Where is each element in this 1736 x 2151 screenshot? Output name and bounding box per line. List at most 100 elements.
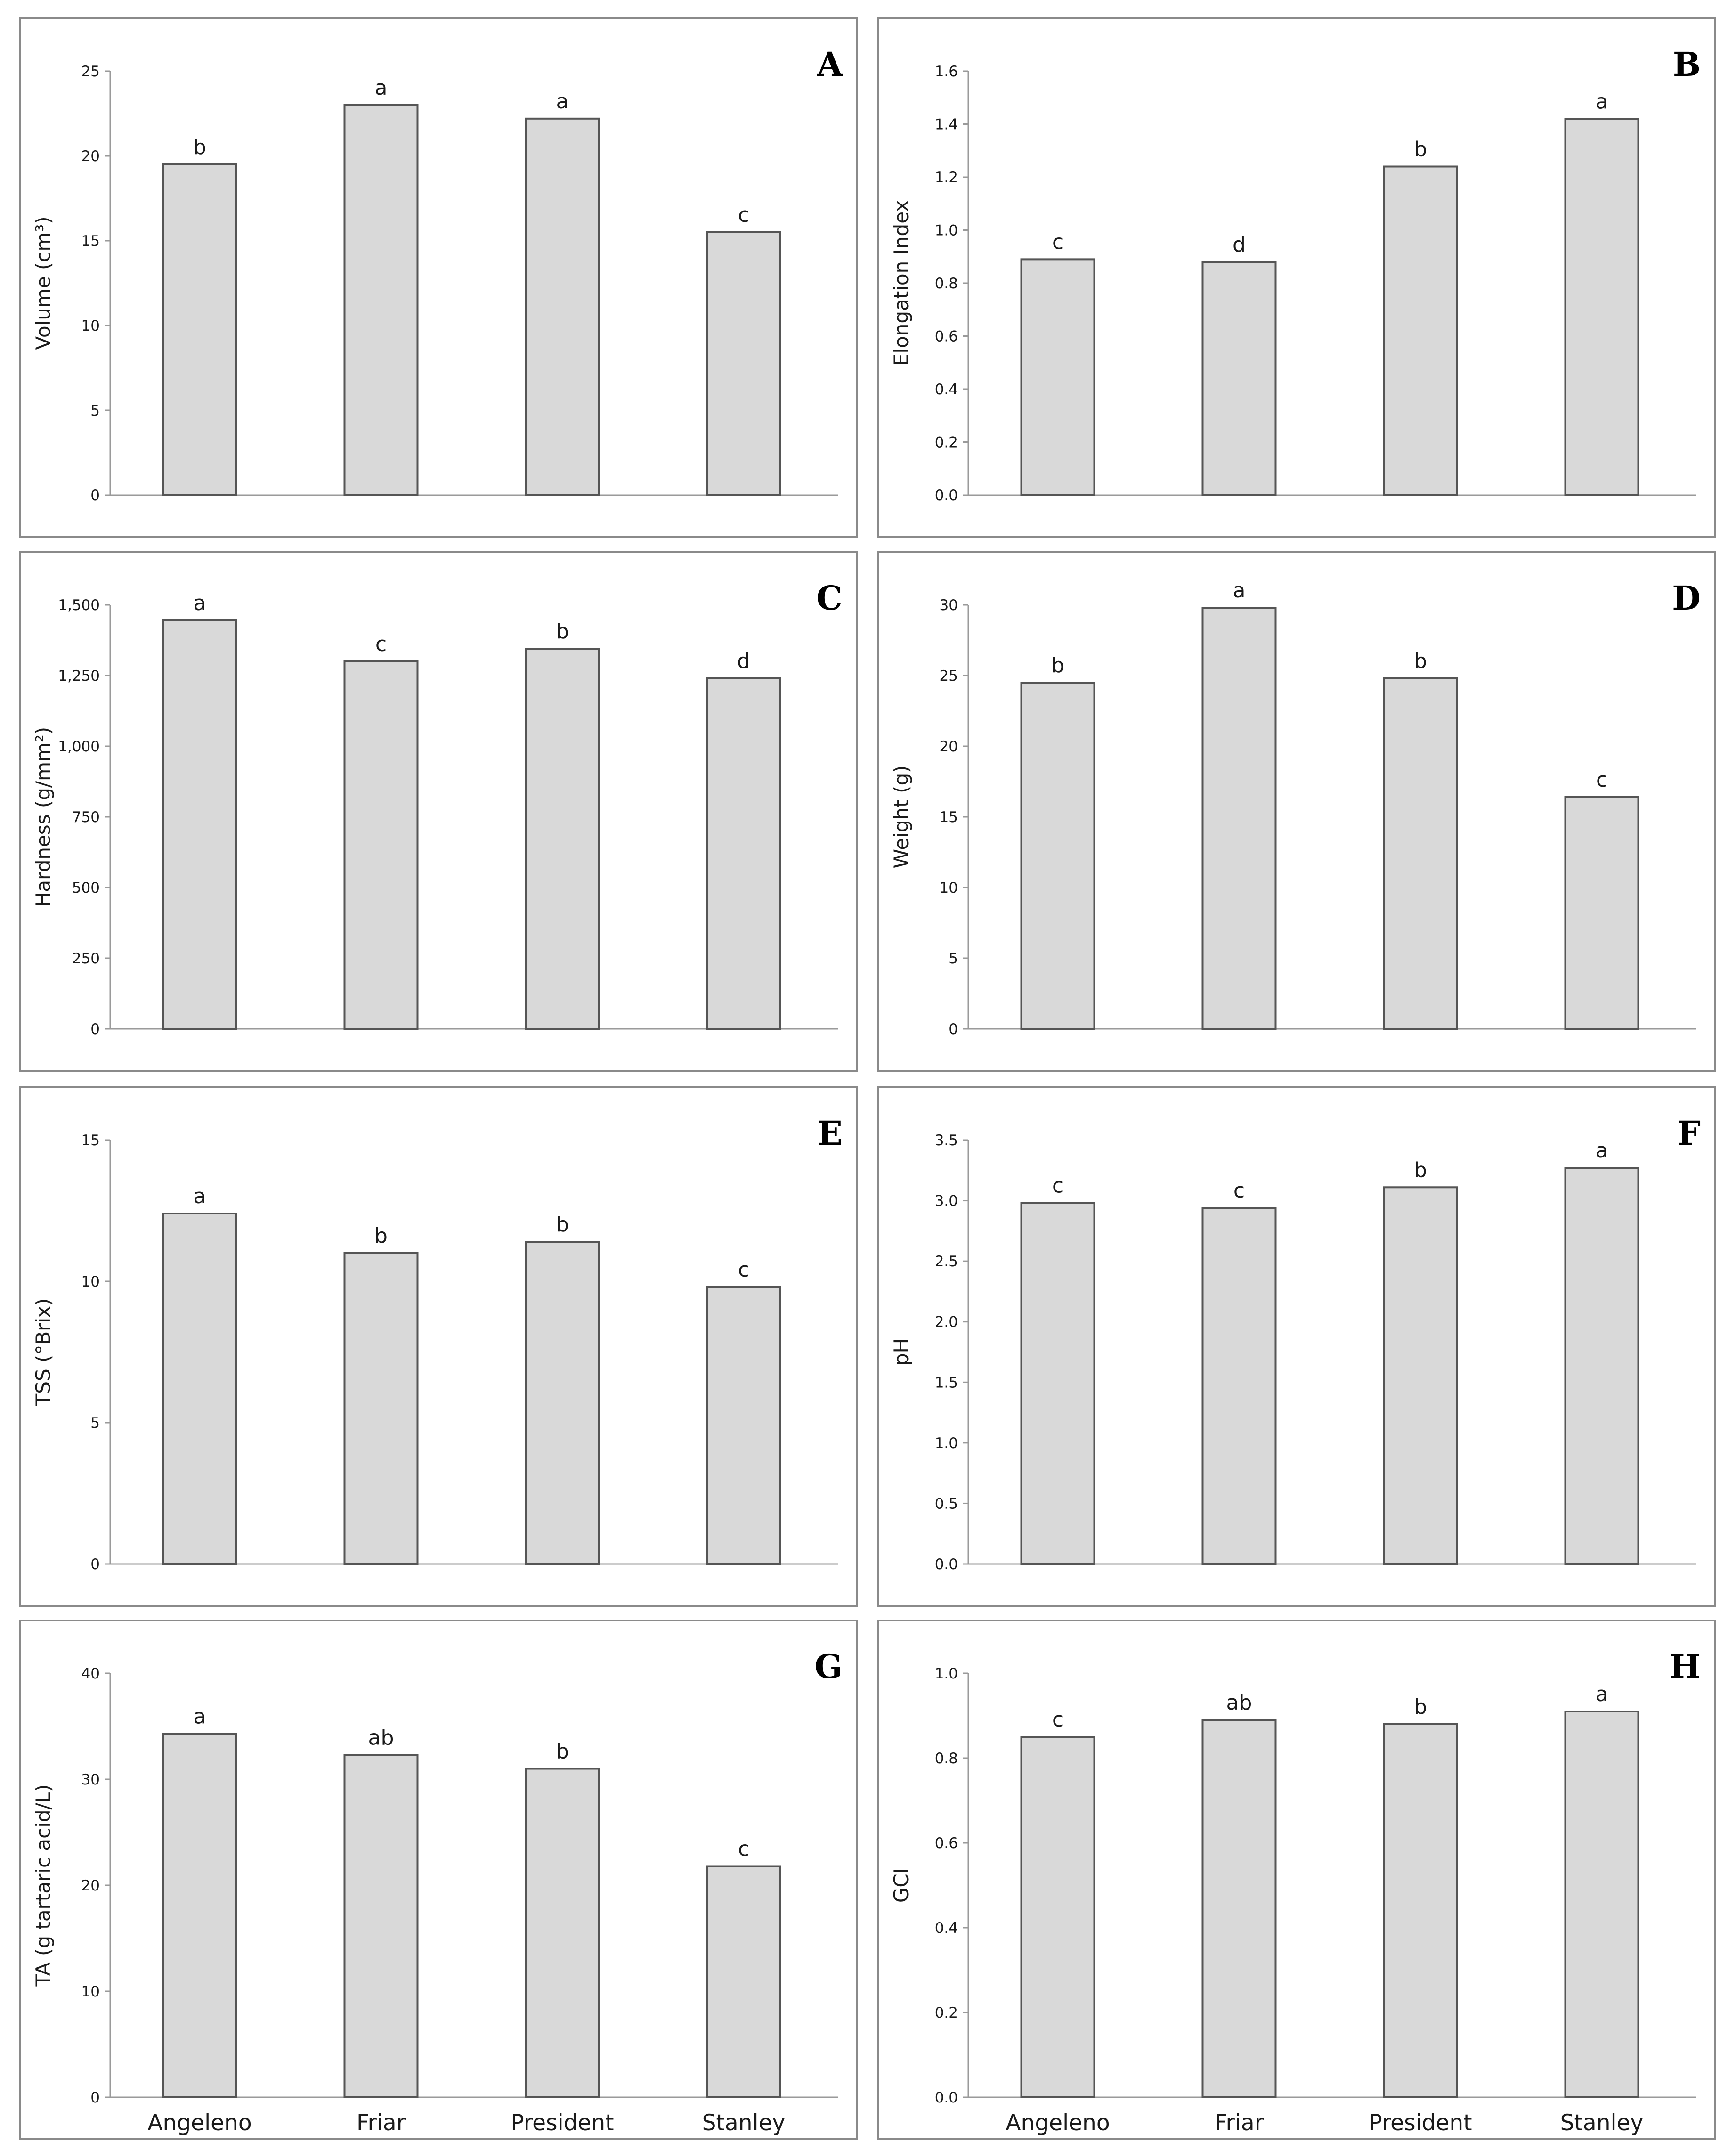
chart-e-bar-friar [343,1252,419,1565]
chart-h-y-tick-label: 0.0 [935,2089,958,2106]
chart-h-significance-label: c [1052,1708,1063,1732]
chart-h-significance-label: a [1596,1682,1608,1706]
chart-f-y-tick-label: 2.0 [935,1314,958,1331]
chart-c-significance-label: b [556,619,569,644]
chart-e-bar-president [525,1241,600,1565]
chart-d-significance-label: b [1414,649,1427,673]
chart-g-significance-label: c [738,1837,749,1861]
chart-f-panel-letter: F [1677,1114,1701,1153]
chart-g-x-tick-label: Stanley [702,2110,786,2136]
chart-d-bar-angeleno [1020,682,1095,1030]
chart-e-svg: 0 5 10 15 TSS (°Brix) Ea b b c [32,1114,843,1573]
chart-c-y-axis-title: Hardness (g/mm²) [32,727,55,907]
chart-b-svg: 0.0 0.2 0.4 0.6 0.8 1.0 1.2 1.4 1.6 Elongation In… [890,45,1701,504]
chart-c-y-tick-label: 250 [72,950,100,967]
chart-a-panel-letter: A [817,45,844,84]
chart-g-y-axis-title: TA (g tartaric acid/L) [32,1784,55,1987]
chart-h-svg: 0.0 0.2 0.4 0.6 0.8 1.0 GCI Hc Angeleno ab Friar b P… [890,1647,1701,2136]
chart-d-significance-label: a [1233,578,1246,603]
chart-h-x-tick-label: Angeleno [1006,2110,1110,2136]
chart-f-bar-friar [1201,1207,1277,1565]
chart-h-y-tick-label: 0.8 [935,1750,958,1767]
chart-h-x-tick-label: Friar [1215,2110,1264,2136]
chart-e-bar-angeleno [162,1213,237,1565]
chart-a-y-tick-label: 25 [81,63,100,80]
chart-f-significance-label: a [1596,1139,1608,1163]
chart-h-bar-stanley [1564,1711,1639,2098]
chart-e-panel-letter: E [818,1114,843,1153]
chart-c-bar-stanley [706,677,781,1030]
chart-c-bar-president [525,648,600,1030]
chart-h-x-tick-label: President [1369,2110,1472,2136]
chart-c-y-tick-label: 1,000 [58,738,100,755]
chart-g-bar-angeleno [162,1733,237,2098]
chart-c-y-tick-label: 1,500 [58,597,100,614]
chart-d-y-tick-label: 30 [940,597,958,614]
chart-b-y-tick-label: 0.0 [935,487,958,504]
chart-f-significance-label: c [1052,1174,1063,1198]
chart-g-y-tick-label: 20 [81,1877,100,1894]
chart-d-significance-label: b [1051,653,1064,677]
chart-c-y-tick-label: 0 [90,1021,100,1038]
chart-e-y-tick-label: 5 [90,1415,100,1432]
chart-b-y-tick-label: 1.4 [935,116,958,133]
chart-e-y-tick-label: 15 [81,1132,100,1149]
chart-g-significance-label: a [194,1704,206,1728]
chart-h-y-tick-label: 1.0 [935,1665,958,1682]
chart-e-y-axis-title: TSS (°Brix) [32,1298,55,1407]
chart-b-y-tick-label: 0.4 [935,381,958,398]
chart-b-y-tick-label: 0.8 [935,275,958,292]
chart-g-svg: 0 10 20 30 40 TA (g tartaric acid/L) Ga Angelen… [32,1647,843,2136]
chart-f-bar-president [1383,1186,1458,1565]
chart-d-bar-friar [1201,607,1277,1030]
chart-h-bar-friar [1201,1719,1277,2098]
chart-a-significance-label: a [375,76,388,100]
chart-c-bar-angeleno [162,619,237,1030]
chart-h-y-tick-label: 0.2 [935,2004,958,2021]
chart-b-bar-president [1383,165,1458,496]
chart-e-significance-label: a [194,1184,206,1208]
chart-b-bar-stanley [1564,118,1639,496]
chart-g-x-tick-label: Friar [357,2110,406,2136]
chart-f-y-axis-title: pH [890,1338,913,1366]
chart-h-significance-label: b [1414,1695,1427,1719]
chart-g-y-tick-label: 30 [81,1771,100,1788]
chart-f-y-tick-label: 1.5 [935,1374,958,1391]
chart-b-significance-label: d [1233,233,1246,257]
chart-a-significance-label: c [738,203,749,227]
chart-a-bar-president [525,117,600,497]
chart-d-y-tick-label: 15 [940,809,958,826]
chart-d-significance-label: c [1596,768,1607,792]
chart-g-bar-friar [343,1754,419,2098]
chart-b-y-tick-label: 1.0 [935,222,958,239]
chart-e-significance-label: b [374,1224,388,1248]
chart-g-bar-president [525,1768,600,2098]
chart-d-panel-letter: D [1672,578,1701,618]
chart-a-bar-angeleno [162,163,237,496]
chart-d-y-tick-label: 20 [940,738,958,755]
chart-f-y-tick-label: 1.0 [935,1435,958,1452]
chart-d-y-axis-title: Weight (g) [890,765,913,868]
chart-b-significance-label: a [1596,90,1608,114]
chart-g-y-tick-label: 10 [81,1983,100,2000]
chart-a-y-axis-title: Volume (cm³) [32,216,55,350]
chart-f-y-tick-label: 3.0 [935,1193,958,1210]
chart-e-y-tick-label: 10 [81,1273,100,1290]
chart-f-y-tick-label: 2.5 [935,1253,958,1270]
chart-panel-c: 0 250 500 750 1,000 1,250 1,500 Hardness (g/mm²… [19,551,858,1072]
chart-f-bar-angeleno [1020,1202,1095,1565]
chart-d-y-tick-label: 0 [949,1021,958,1038]
chart-f-y-tick-label: 0.0 [935,1556,958,1573]
chart-c-svg: 0 250 500 750 1,000 1,250 1,500 Hardness (g/mm²… [32,578,843,1038]
chart-b-significance-label: b [1414,138,1427,162]
chart-c-y-tick-label: 500 [72,880,100,896]
chart-b-bar-angeleno [1020,258,1095,496]
chart-b-y-tick-label: 0.6 [935,328,958,345]
chart-c-y-tick-label: 1,250 [58,668,100,684]
chart-g-y-tick-label: 40 [81,1665,100,1682]
chart-f-significance-label: c [1233,1179,1245,1203]
chart-g-x-tick-label: Angeleno [147,2110,251,2136]
chart-h-bar-president [1383,1723,1458,2098]
